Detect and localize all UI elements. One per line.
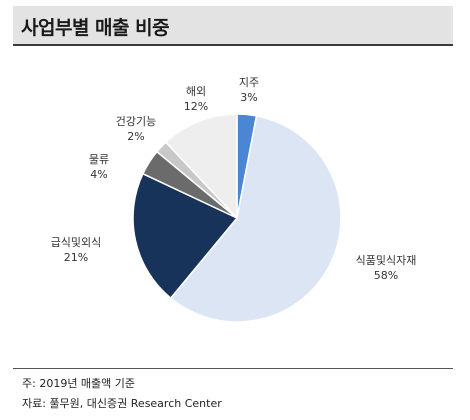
- slice-value-1: 58%: [374, 269, 398, 282]
- pie-slice-1: [169, 114, 342, 323]
- pie-chart: 지주 3% 식품및식자재 58% 급식및외식 21% 물류 4% 건강기능 2% 해외 12%: [51, 76, 417, 323]
- title-bar: 사업부별 매출 비중: [13, 6, 453, 44]
- slice-label-3: 물류: [89, 153, 109, 166]
- footnote: 주: 2019년 매출액 기준: [22, 377, 136, 390]
- slice-value-5: 12%: [184, 100, 208, 113]
- slice-label-4: 건강기능: [116, 115, 156, 128]
- pie-slice-5: [164, 113, 238, 220]
- pie-slices: [132, 113, 342, 323]
- pie-labels: 지주 3% 식품및식자재 58% 급식및외식 21% 물류 4% 건강기능 2% 해외 12%: [51, 76, 417, 282]
- slice-value-3: 4%: [90, 168, 107, 181]
- slice-value-0: 3%: [240, 91, 257, 104]
- slice-label-5: 해외: [186, 84, 206, 98]
- slice-value-2: 21%: [64, 251, 88, 264]
- footer-divider: [13, 368, 453, 369]
- pie-slice-2: [132, 172, 239, 300]
- slice-label-0: 지주: [239, 76, 259, 89]
- chart-title: 사업부별 매출 비중: [21, 17, 170, 39]
- slice-label-1: 식품및식자재: [356, 254, 417, 267]
- source-note: 자료: 풀무원, 대신증권 Research Center: [22, 397, 222, 410]
- slice-value-4: 2%: [127, 130, 144, 143]
- slice-label-2: 급식및외식: [51, 236, 102, 249]
- title-divider: [13, 44, 453, 46]
